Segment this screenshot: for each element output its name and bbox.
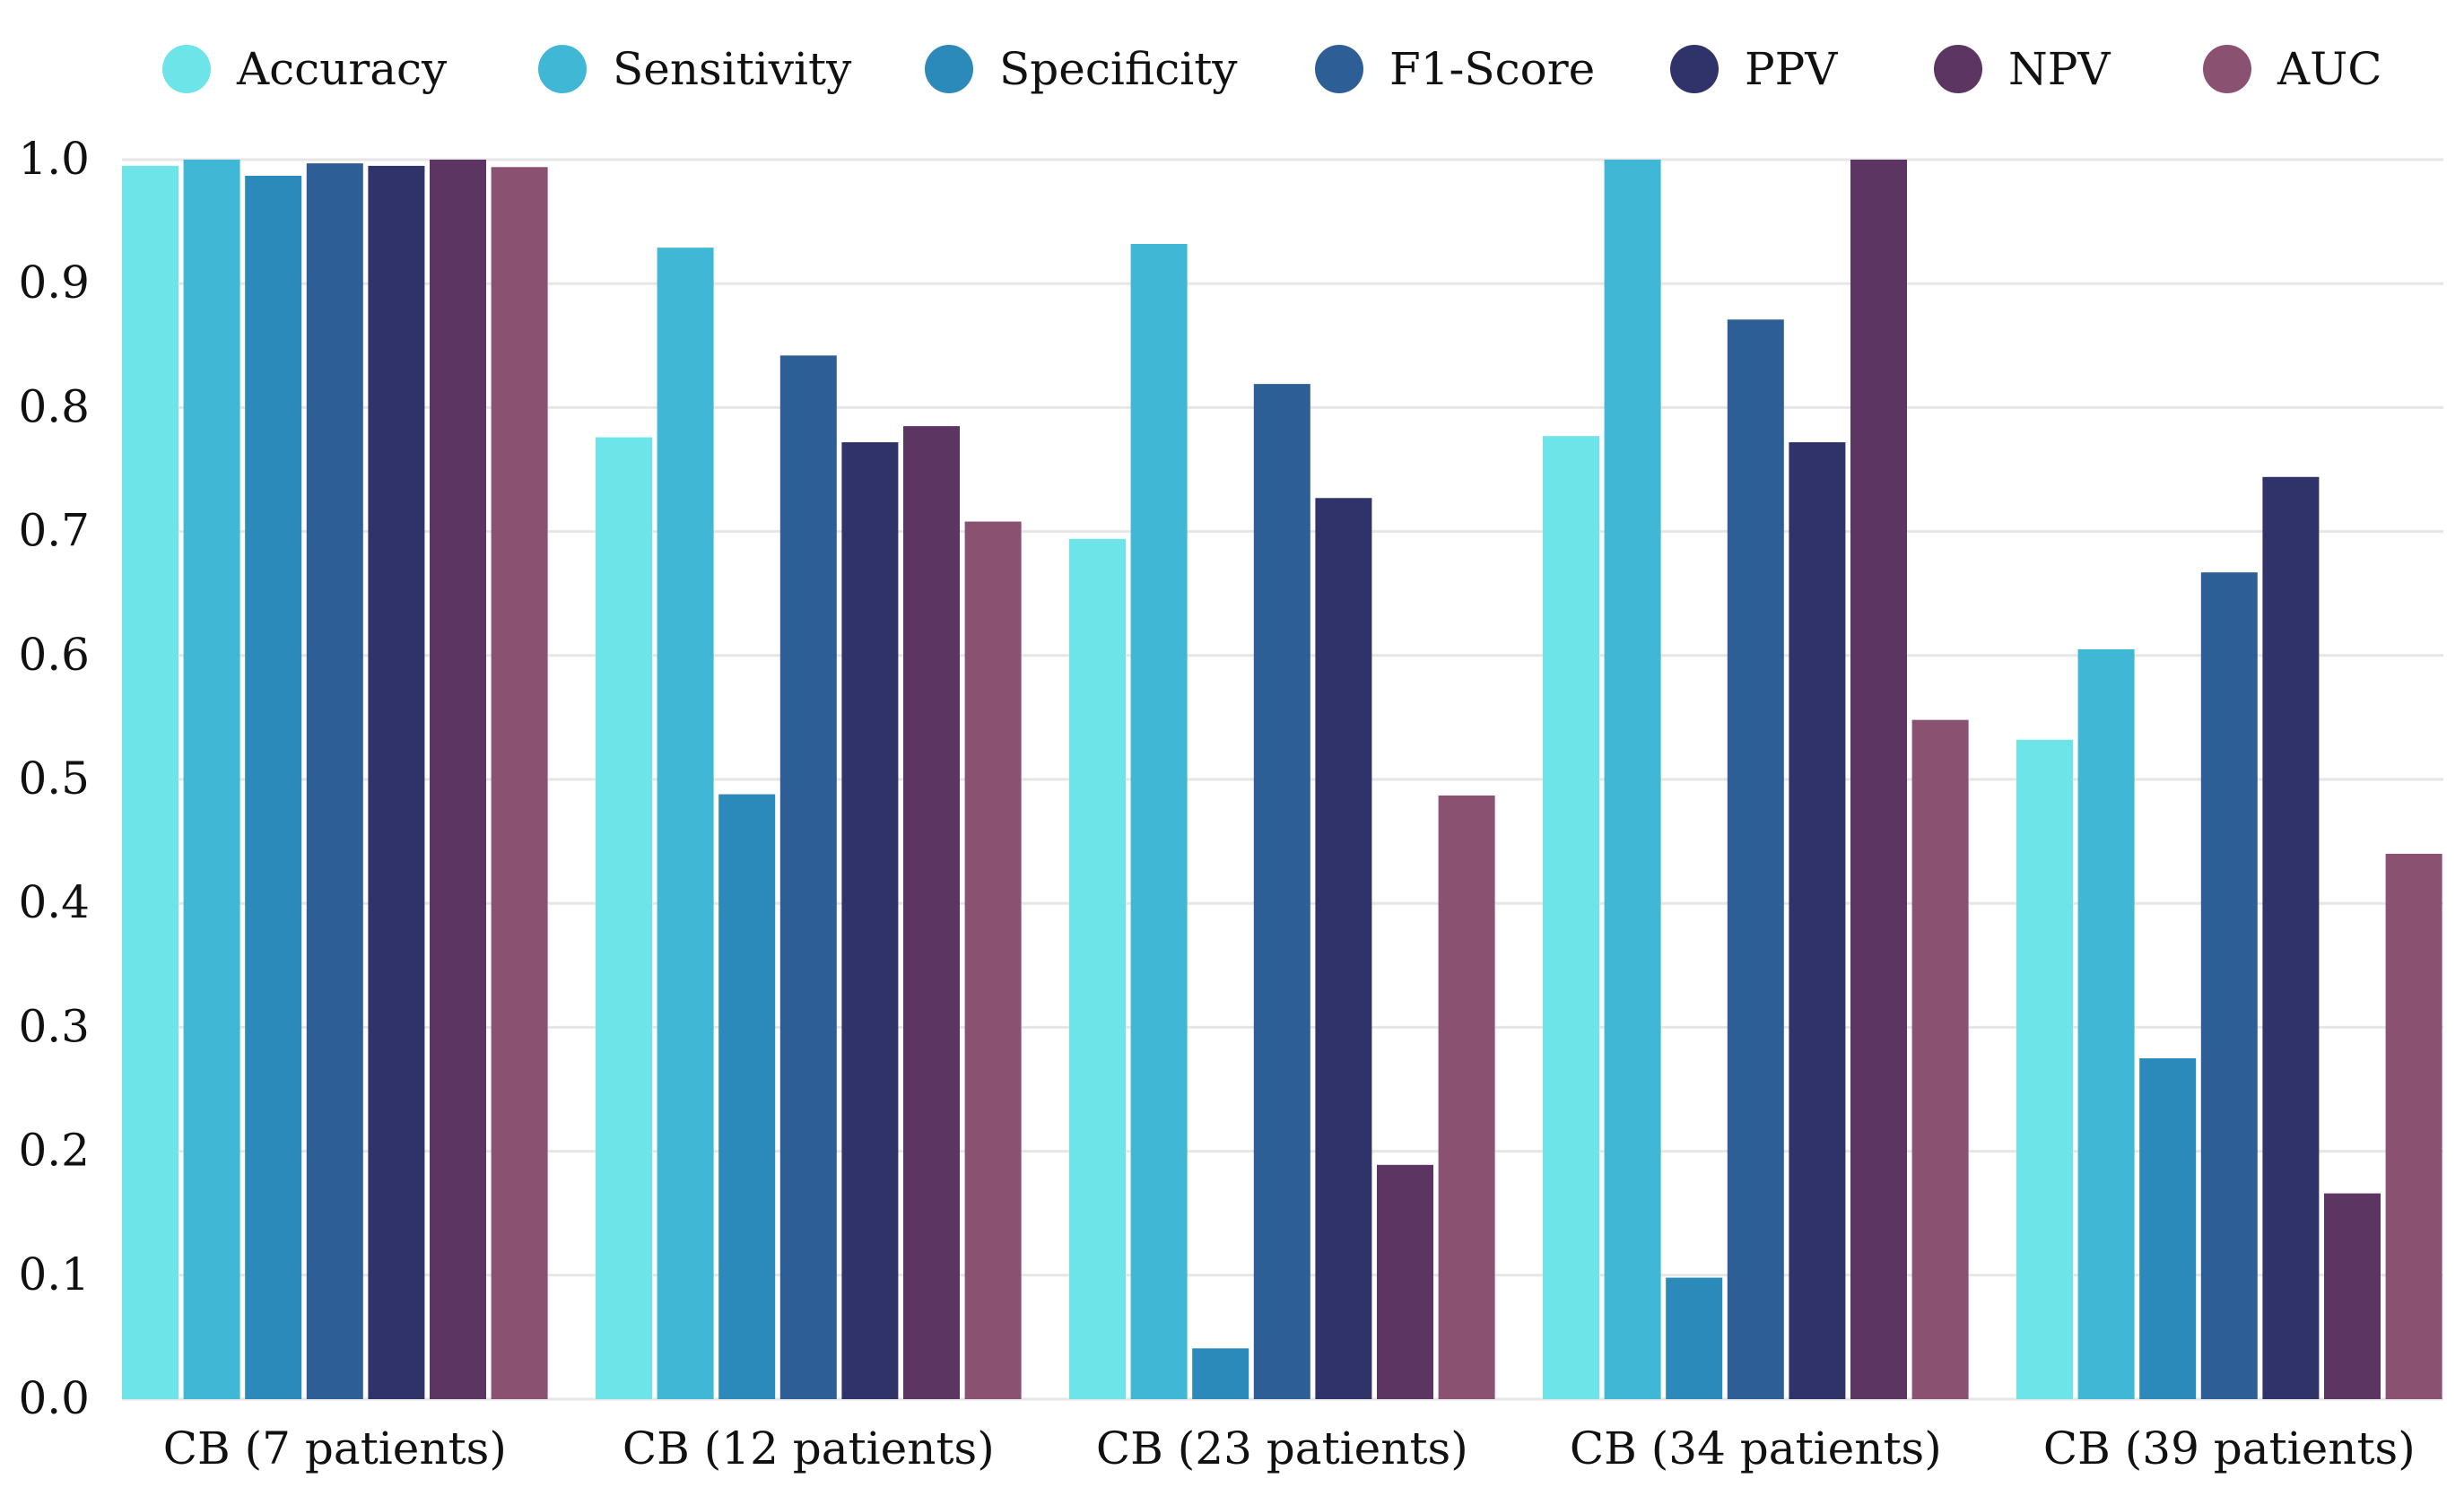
bar-accuracy <box>1543 436 1599 1399</box>
bar-f1-score <box>1253 384 1310 1400</box>
legend-label: Specificity <box>999 43 1238 95</box>
y-tick-label: 0.1 <box>18 1248 90 1300</box>
y-tick-label: 0.3 <box>18 1000 90 1052</box>
legend-marker-icon <box>162 45 211 93</box>
bar-auc <box>1438 795 1495 1399</box>
bar-ppv <box>368 165 425 1399</box>
y-tick-label: 0.0 <box>18 1372 90 1424</box>
x-tick-label: CB (34 patients) <box>1570 1422 1942 1474</box>
y-tick-label: 0.8 <box>18 380 90 432</box>
legend-label: F1-Score <box>1389 43 1595 95</box>
bar-npv <box>2324 1193 2381 1399</box>
y-axis-ticks: 0.0 0.1 0.2 0.3 0.4 0.5 0.6 0.7 0.8 0.9 1.0 <box>18 133 90 1424</box>
legend-label: Accuracy <box>236 43 448 95</box>
bar-sensitivity <box>657 248 714 1399</box>
legend-item: AUC <box>2203 43 2382 95</box>
bar-specificity <box>245 175 302 1399</box>
legend-item: F1-Score <box>1315 43 1595 95</box>
bar-sensitivity <box>1604 160 1661 1399</box>
bar-accuracy <box>596 437 652 1399</box>
bar-sensitivity <box>1130 243 1188 1399</box>
y-tick-label: 0.6 <box>18 629 90 681</box>
bar-ppv <box>2262 476 2320 1399</box>
legend-marker-icon <box>925 45 973 93</box>
legend-marker-icon <box>1670 45 1719 93</box>
bar-auc <box>2385 853 2442 1399</box>
bar-sensitivity <box>2077 648 2135 1399</box>
legend-marker-icon <box>1315 45 1363 93</box>
x-axis-labels: CB (7 patients) CB (12 patients) CB (23 pa… <box>163 1422 2416 1474</box>
x-tick-label: CB (12 patients) <box>623 1422 995 1474</box>
bar-npv <box>1850 160 1907 1399</box>
bar-specificity <box>1192 1348 1249 1399</box>
y-tick-label: 0.7 <box>18 505 90 557</box>
legend-item: Specificity <box>925 43 1238 95</box>
bars <box>122 160 2442 1400</box>
x-tick-label: CB (23 patients) <box>1096 1422 1468 1474</box>
legend-item: Accuracy <box>162 43 448 95</box>
legend-item: PPV <box>1670 43 1838 95</box>
bar-f1-score <box>306 163 363 1399</box>
bar-specificity <box>2139 1057 2197 1399</box>
legend-label: NPV <box>2008 43 2111 95</box>
bar-f1-score <box>1727 319 1784 1399</box>
bar-f1-score <box>779 355 837 1400</box>
bar-ppv <box>1315 498 1372 1399</box>
legend-marker-icon <box>538 45 587 93</box>
bar-npv <box>1377 1164 1433 1399</box>
bar-npv <box>903 426 960 1399</box>
y-tick-label: 0.9 <box>18 257 90 309</box>
y-tick-label: 0.4 <box>18 876 90 928</box>
legend-item: Sensitivity <box>538 43 852 95</box>
legend-label: PPV <box>1745 43 1838 95</box>
y-tick-label: 0.5 <box>18 752 90 805</box>
bar-auc <box>1911 719 1969 1399</box>
legend-marker-icon <box>1934 45 1982 93</box>
bar-ppv <box>841 442 899 1400</box>
bar-accuracy <box>2016 739 2073 1399</box>
legend: Accuracy Sensitivity Specificity F1-Score PP… <box>162 43 2382 95</box>
bar-npv <box>430 160 486 1399</box>
y-tick-label: 0.2 <box>18 1125 90 1177</box>
bar-accuracy <box>1069 538 1126 1399</box>
x-tick-label: CB (7 patients) <box>163 1422 507 1474</box>
legend-marker-icon <box>2203 45 2251 93</box>
bar-ppv <box>1789 442 1846 1400</box>
legend-item: NPV <box>1934 43 2111 95</box>
bar-specificity <box>718 794 776 1399</box>
bar-sensitivity <box>183 160 240 1399</box>
bar-accuracy <box>122 165 178 1399</box>
bar-f1-score <box>2200 572 2258 1399</box>
legend-label: AUC <box>2277 43 2382 95</box>
y-tick-label: 1.0 <box>18 133 90 185</box>
legend-label: Sensitivity <box>613 43 852 95</box>
bar-auc <box>491 167 548 1400</box>
bar-specificity <box>1666 1277 1723 1399</box>
x-tick-label: CB (39 patients) <box>2043 1422 2416 1474</box>
bar-auc <box>964 521 1022 1399</box>
